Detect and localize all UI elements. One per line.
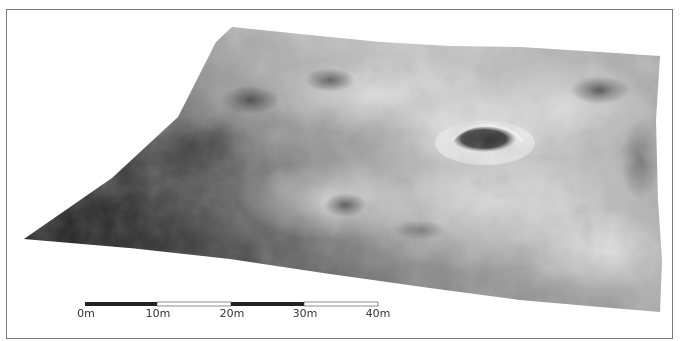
scale-label-10: 10m [145,307,171,320]
scale-label-0: 0m [77,307,95,320]
scale-bar [85,301,379,307]
scale-label-40: 40m [365,307,391,320]
scale-label-30: 30m [292,307,318,320]
scale-label-20: 20m [219,307,245,320]
